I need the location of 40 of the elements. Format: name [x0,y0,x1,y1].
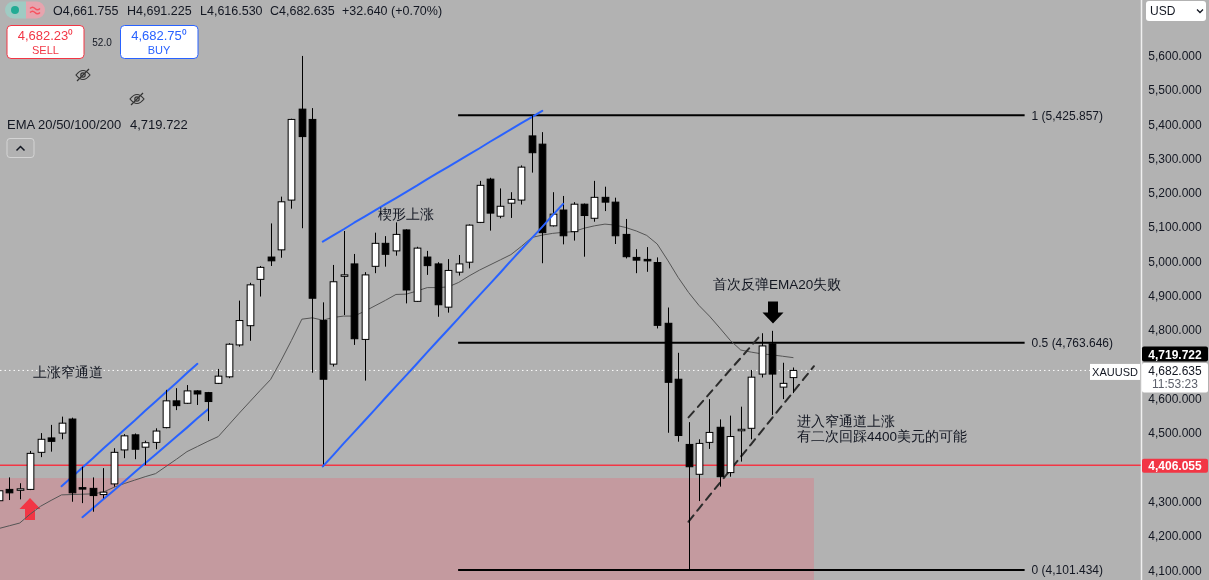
annotation: 52.0 [92,36,113,48]
annotation: 4,682.23⁰ [17,27,74,43]
annotation: 首次反弹EMA20失败 [713,277,842,292]
annotation: 4,682.75⁰ [131,27,187,43]
y-tick-label: 4,200.000 [1148,529,1203,544]
y-tick-label: 5,500.000 [1148,83,1203,98]
y-tick-label: 4,500.000 [1148,426,1203,441]
annotation: C4,682.635 [270,3,335,18]
y-tick-label: 4,300.000 [1148,495,1203,510]
y-tick-label: 5,000.000 [1148,254,1203,269]
annotation: H4,691.225 [127,3,192,18]
y-tick-label: 4,600.000 [1148,392,1203,407]
annotation: 进入窄通道上涨 [797,414,895,429]
y-tick-label: 5,100.000 [1148,220,1203,235]
annotation: O4,661.755 [53,3,119,18]
y-tick-label: 4,100.000 [1148,563,1203,578]
ref-line-label: XAUUSD [1092,365,1138,378]
y-tick-label: 5,200.000 [1148,186,1203,201]
annotation: BUY [147,43,171,56]
ref-line-label: 0 (4,101.434) [1031,563,1104,578]
y-tick-label: 5,600.000 [1148,48,1203,63]
annotation: 上涨窄通道 [33,364,103,380]
annotation: SELL [32,43,59,56]
annotation: +32.640 (+0.70%) [342,3,443,18]
annotation: 4,719.722 [130,116,188,132]
text: 4,682.635 [1148,364,1203,378]
text: USD [1150,4,1176,18]
ref-line-label: 1 (5,425.857) [1031,108,1104,123]
ref-line-label: 0.5 (4,763.646) [1031,335,1114,350]
annotation: 楔形上涨 [378,206,434,222]
ref-line-label: 4,406.055 [1148,458,1203,473]
annotation: L4,616.530 [200,3,263,18]
text: 4,719.722 [1148,347,1203,362]
text: 11:53:23 [1152,377,1199,391]
y-tick-label: 4,900.000 [1148,289,1203,304]
y-tick-label: 5,400.000 [1148,117,1203,132]
y-tick-label: 4,800.000 [1148,323,1203,338]
annotation: 有二次回踩4400美元的可能 [797,428,968,444]
annotation: EMA 20/50/100/200 [7,116,122,132]
y-tick-label: 5,300.000 [1148,151,1203,166]
